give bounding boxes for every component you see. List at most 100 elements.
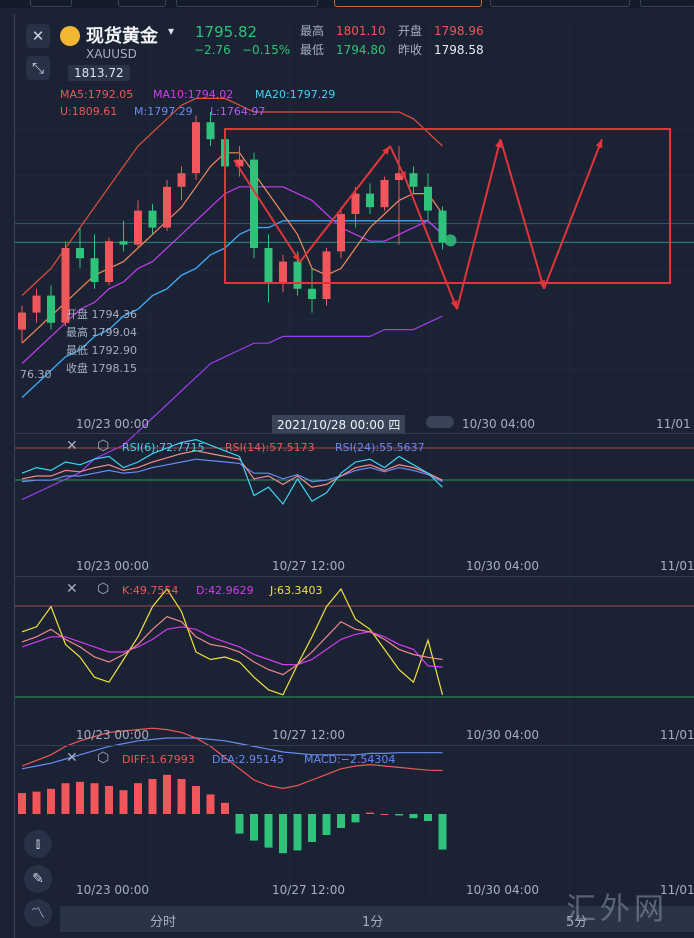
tab[interactable] — [30, 0, 72, 7]
price-change: −2.76 — [194, 43, 231, 57]
macd-bar — [337, 814, 345, 828]
rsi24-line — [21, 458, 443, 483]
settings-hex-icon[interactable]: ⬡ — [97, 750, 110, 766]
candle-body — [308, 288, 316, 299]
settings-hex-icon[interactable]: ⬡ — [97, 581, 110, 597]
tab-strip — [0, 0, 694, 8]
legend-boll-l: L:1764.97 — [210, 105, 266, 118]
open-value: 1798.96 — [434, 24, 484, 38]
macd-bar — [409, 814, 418, 819]
scroll-handle[interactable] — [426, 416, 454, 428]
tab[interactable] — [490, 0, 630, 7]
macd-bar — [322, 814, 331, 835]
symbol-code: XAUUSD — [86, 47, 137, 61]
candle-body — [322, 251, 331, 299]
period-button-5m[interactable]: 5分 — [566, 915, 588, 930]
y-axis-label: 76.30 — [20, 368, 52, 381]
candle-body — [105, 241, 113, 282]
dropdown-caret-icon[interactable]: ▾ — [168, 24, 175, 38]
macd-bar — [250, 814, 258, 841]
macd-bar — [293, 814, 302, 851]
arrow-head — [399, 171, 406, 180]
close-icon[interactable]: ✕ — [66, 438, 78, 454]
legend-j: J:63.3403 — [270, 584, 323, 597]
macd-bar — [380, 814, 389, 815]
period-button-1m[interactable]: 1分 — [362, 915, 384, 930]
legend-diff: DIFF:1.67993 — [122, 753, 195, 766]
macd-bar — [264, 814, 273, 848]
candle-body — [206, 122, 215, 140]
projection-arrow — [233, 159, 301, 263]
candle-body — [177, 173, 186, 187]
x-tick: 10/23 00:00 — [76, 883, 149, 897]
candle-body — [293, 261, 302, 289]
x-tick: 10/23 00:00 — [76, 559, 149, 573]
symbol-name[interactable]: 现货黄金 — [86, 26, 158, 47]
settings-hex-icon[interactable]: ⬡ — [97, 438, 110, 454]
macd-bar — [424, 814, 432, 821]
close-icon[interactable]: ✕ — [26, 24, 50, 48]
legend-boll-m: M:1797.29 — [134, 105, 193, 118]
d-line — [21, 626, 443, 668]
macd-bar — [206, 794, 215, 814]
macd-bar — [134, 783, 142, 814]
collapse-icon[interactable]: ⤡ — [26, 56, 50, 80]
arrow-head — [450, 300, 458, 310]
legend-macd: MACD:−2.54304 — [304, 753, 396, 766]
tab[interactable] — [118, 0, 166, 7]
k-line — [21, 616, 443, 676]
projection-arrow — [405, 179, 458, 310]
j-line — [21, 587, 444, 696]
legend-rsi24: RSI(24):55.5637 — [335, 441, 425, 454]
rsi6-line — [21, 438, 443, 506]
draw-pencil-icon[interactable]: ✎ — [24, 865, 52, 893]
macd-bar — [235, 814, 244, 834]
prev-close-value: 1798.58 — [434, 43, 484, 57]
macd-bar — [279, 814, 287, 854]
highlight-box — [224, 128, 671, 284]
close-icon[interactable]: ✕ — [66, 750, 78, 766]
x-tick: 10/30 04:00 — [466, 559, 539, 573]
x-tick: 10/30 04:00 — [466, 883, 539, 897]
candle-body — [90, 258, 99, 282]
x-tick: 10/27 12:00 — [272, 883, 345, 897]
x-tick: 10/23 00:00 — [76, 417, 149, 431]
chart-frame — [14, 14, 694, 938]
open-label: 开盘 — [398, 24, 423, 38]
candle-body — [424, 186, 432, 211]
candle-body — [337, 214, 345, 252]
candle-body — [235, 159, 244, 167]
x-tick: 10/23 00:00 — [76, 728, 149, 742]
legend-ma10: MA10:1794.02 — [153, 88, 234, 101]
projection-arrow — [499, 138, 545, 290]
candle-body — [264, 248, 273, 282]
low-value: 1794.80 — [336, 43, 386, 57]
tab-active[interactable] — [334, 0, 482, 7]
projection-arrow — [456, 138, 502, 310]
legend-ma20: MA20:1797.29 — [255, 88, 336, 101]
candle-body — [438, 210, 447, 243]
macd-bar — [47, 788, 55, 814]
indicator-tool-icon[interactable]: 〽 — [24, 899, 52, 927]
tab[interactable] — [640, 0, 694, 7]
close-icon[interactable]: ✕ — [66, 581, 78, 597]
macd-bar — [192, 786, 200, 814]
ma10-line — [21, 186, 443, 365]
candle-body — [250, 159, 258, 248]
candle-body — [163, 186, 171, 228]
tab[interactable] — [176, 0, 318, 7]
low-label: 最低 — [300, 43, 325, 57]
candle-body — [366, 193, 374, 208]
period-button-timeshare[interactable]: 分时 — [150, 915, 177, 930]
ma20-line — [21, 220, 443, 399]
macd-bar — [90, 783, 99, 814]
diff-line — [21, 727, 443, 790]
projection-arrow — [299, 145, 391, 263]
candlestick-tool-icon[interactable]: ⫾ — [24, 830, 52, 858]
candle-body — [18, 312, 26, 330]
candle-body — [279, 261, 287, 282]
crosshair-time-label: 2021/10/28 00:00 四 — [272, 415, 406, 434]
macd-bar — [76, 781, 84, 814]
macd-bar — [395, 814, 403, 816]
